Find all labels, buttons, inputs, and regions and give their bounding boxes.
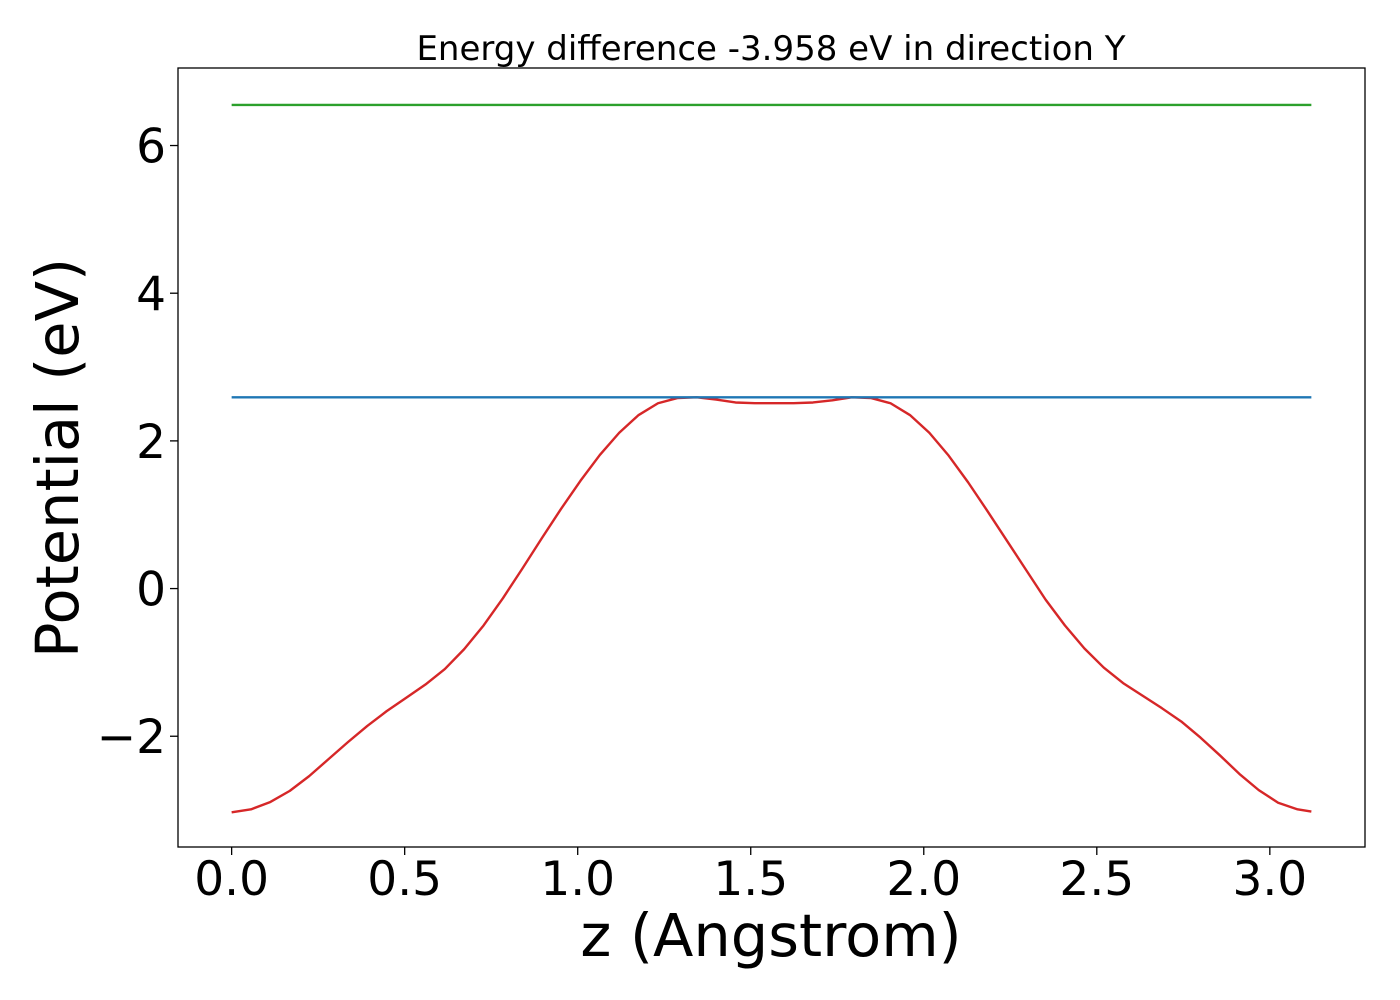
y-axis-label: Potential (eV) [23, 258, 92, 658]
y-tick-label: 2 [136, 415, 166, 470]
y-axis: −2 0 2 4 6 [97, 120, 178, 765]
x-tick-label: 2.0 [886, 852, 961, 907]
plot-frame [177, 67, 1366, 848]
chart-title: Energy difference -3.958 eV in direction… [416, 29, 1125, 69]
x-tick-label: 3.0 [1232, 852, 1307, 907]
x-tick-label: 1.5 [713, 852, 788, 907]
y-tick-label: 6 [136, 120, 166, 175]
series-layer [231, 103, 1312, 814]
y-tick-label: 0 [136, 563, 166, 618]
x-axis: 0.0 0.5 1.0 1.5 2.0 2.5 3.0 [194, 847, 1307, 907]
x-tick-label: 2.5 [1059, 852, 1134, 907]
y-tick-label: 4 [136, 267, 166, 322]
x-tick-label: 1.0 [540, 852, 615, 907]
x-tick-label: 0.0 [194, 852, 269, 907]
x-axis-label: z (Angstrom) [580, 901, 961, 970]
x-tick-label: 0.5 [367, 852, 442, 907]
y-tick-label: −2 [97, 710, 166, 765]
series-line-0 [231, 396, 1312, 814]
